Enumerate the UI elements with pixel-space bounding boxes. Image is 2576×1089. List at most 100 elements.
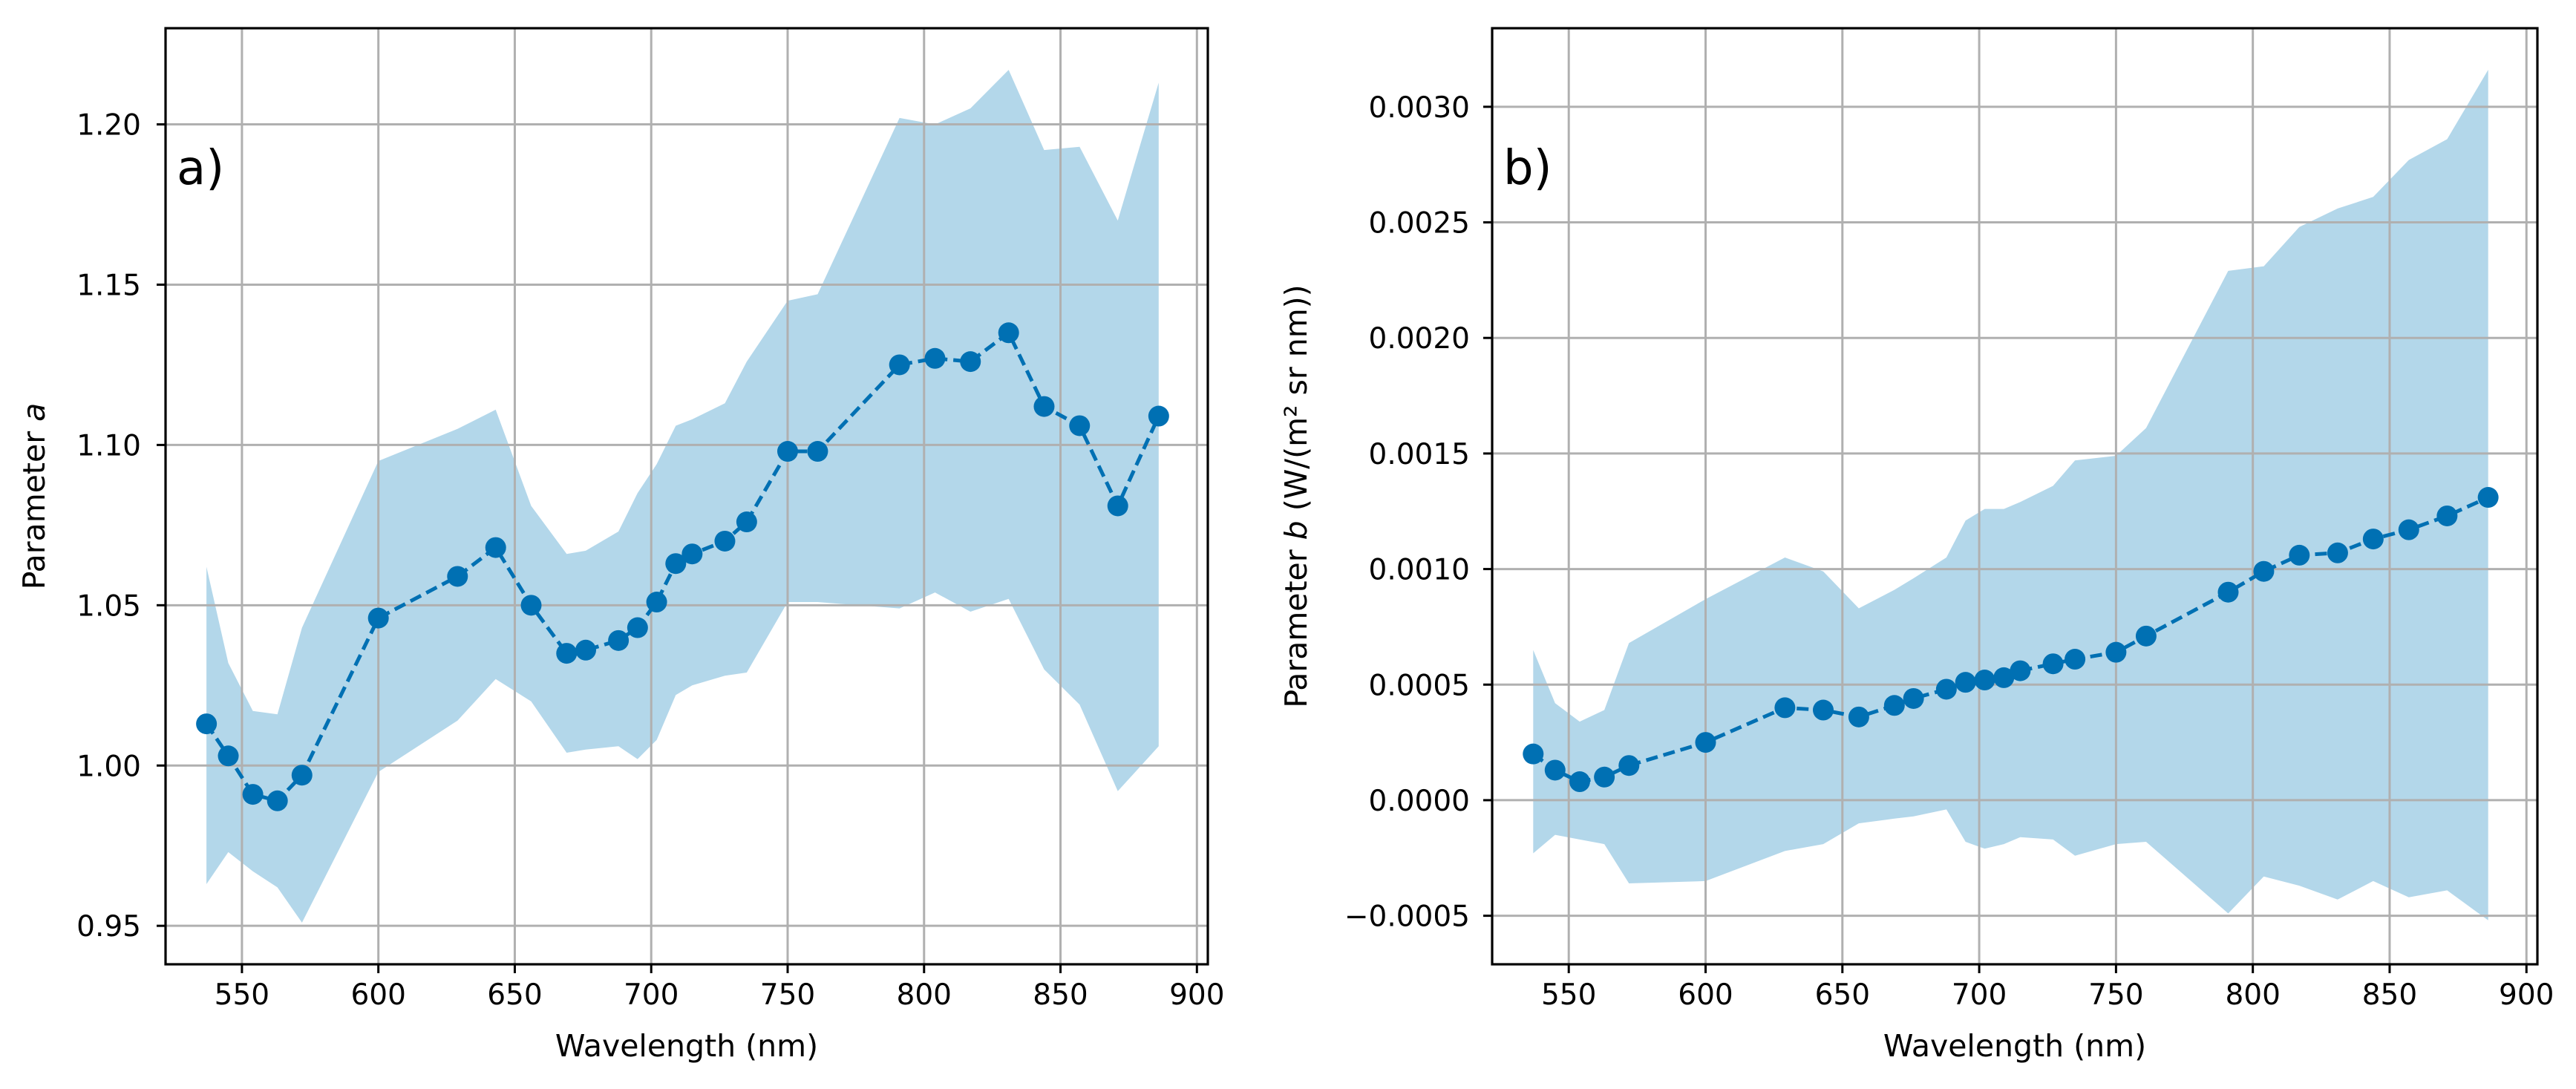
data-point-b-20 xyxy=(2217,581,2239,603)
data-point-a-26 xyxy=(1107,495,1128,517)
y-tick-label: 0.95 xyxy=(76,910,141,944)
data-point-a-11 xyxy=(608,629,630,651)
y-tick-label: 1.15 xyxy=(76,269,141,302)
data-point-b-14 xyxy=(1993,667,2015,688)
x-tick-label: 750 xyxy=(760,978,815,1012)
data-point-b-15 xyxy=(2010,660,2031,681)
x-tick-label: 550 xyxy=(1541,978,1596,1012)
panel-label-a: a) xyxy=(177,141,224,196)
data-point-b-12 xyxy=(1955,672,1976,693)
y-tick-label: 0.0015 xyxy=(1369,438,1470,471)
data-point-b-27 xyxy=(2477,487,2499,508)
y-tick-label: 0.0020 xyxy=(1369,322,1470,356)
data-point-b-5 xyxy=(1695,732,1716,753)
data-point-b-23 xyxy=(2327,542,2348,563)
data-point-a-3 xyxy=(267,790,288,811)
data-point-b-26 xyxy=(2436,505,2458,526)
data-point-a-24 xyxy=(1033,396,1055,417)
data-point-a-7 xyxy=(485,537,506,558)
x-tick-label: 850 xyxy=(2362,978,2417,1012)
data-point-a-17 xyxy=(736,511,757,533)
axes-frame-b xyxy=(1491,27,2539,966)
data-point-b-0 xyxy=(1523,743,1544,765)
data-point-b-22 xyxy=(2289,544,2310,566)
panel-a: 550 600 650 700 750 800 850 900 0.95 1.00 1.05 1.10… xyxy=(16,27,1225,1064)
panel-label-b: b) xyxy=(1503,141,1552,196)
data-point-b-11 xyxy=(1935,678,1957,700)
y-axis-label-a: Parameter a xyxy=(16,403,52,589)
data-point-b-9 xyxy=(1883,695,1905,716)
data-point-a-18 xyxy=(777,441,798,462)
x-tick-label: 700 xyxy=(624,978,679,1012)
data-point-a-10 xyxy=(575,639,597,661)
y-tick-label: 1.20 xyxy=(76,109,141,143)
x-tick-label: 550 xyxy=(215,978,269,1012)
y-tick-label: 1.05 xyxy=(76,589,141,623)
data-point-a-14 xyxy=(665,553,687,575)
panel-b: 550 600 650 700 750 800 850 900 −0.0005 0.0000 0.0… xyxy=(1278,27,2554,1064)
data-point-a-0 xyxy=(196,713,218,735)
data-point-b-19 xyxy=(2135,625,2157,647)
data-point-a-6 xyxy=(447,566,468,587)
data-point-a-4 xyxy=(291,765,313,786)
uncertainty-band-b xyxy=(1533,70,2488,920)
y-axis-label-b: Parameter b (W/(m² sr nm)) xyxy=(1278,284,1314,707)
data-point-a-21 xyxy=(924,347,946,369)
y-tick-label: 0.0005 xyxy=(1369,669,1470,702)
data-point-a-5 xyxy=(367,607,389,629)
data-point-a-1 xyxy=(218,745,239,767)
data-point-a-2 xyxy=(242,784,264,805)
data-point-a-16 xyxy=(714,530,736,552)
x-tick-label: 800 xyxy=(2225,978,2280,1012)
y-tick-label: 1.10 xyxy=(76,429,141,462)
data-point-b-1 xyxy=(1544,759,1566,781)
data-point-b-21 xyxy=(2253,560,2275,582)
y-tick-label: 0.0010 xyxy=(1369,554,1470,587)
data-point-b-2 xyxy=(1569,771,1590,793)
data-point-b-6 xyxy=(1774,697,1796,719)
data-point-a-20 xyxy=(889,354,910,376)
x-axis-label-a: Wavelength (nm) xyxy=(555,1028,818,1064)
data-point-a-15 xyxy=(681,543,703,565)
data-point-b-13 xyxy=(1974,670,1995,691)
x-tick-label: 700 xyxy=(1952,978,2007,1012)
data-point-b-24 xyxy=(2362,529,2384,550)
y-tick-label: 0.0025 xyxy=(1369,207,1470,241)
data-point-a-27 xyxy=(1148,405,1169,427)
x-tick-label: 850 xyxy=(1033,978,1088,1012)
x-tick-label: 900 xyxy=(1169,978,1224,1012)
x-tick-label: 600 xyxy=(1678,978,1733,1012)
data-point-a-12 xyxy=(627,617,648,638)
data-point-a-9 xyxy=(556,643,578,664)
axes-frame-a xyxy=(164,27,1209,966)
data-point-b-17 xyxy=(2065,649,2086,670)
y-tick-label: −0.0005 xyxy=(1344,900,1470,934)
data-point-b-8 xyxy=(1848,706,1869,727)
data-point-a-25 xyxy=(1069,415,1091,436)
x-tick-label: 650 xyxy=(1815,978,1870,1012)
x-tick-label: 650 xyxy=(487,978,542,1012)
y-tick-label: 0.0030 xyxy=(1369,91,1470,125)
data-point-b-25 xyxy=(2398,519,2419,540)
data-point-a-19 xyxy=(807,441,828,462)
data-point-b-16 xyxy=(2042,653,2064,675)
data-point-b-10 xyxy=(1903,687,1924,709)
x-tick-label: 750 xyxy=(2088,978,2143,1012)
x-tick-label: 800 xyxy=(897,978,952,1012)
data-point-b-4 xyxy=(1618,755,1640,776)
y-tick-label: 1.00 xyxy=(76,750,141,783)
data-point-a-23 xyxy=(998,322,1019,344)
data-point-b-7 xyxy=(1812,699,1834,721)
series-line-a xyxy=(205,330,1161,803)
x-tick-label: 600 xyxy=(350,978,405,1012)
data-point-b-3 xyxy=(1594,766,1615,788)
x-axis-label-b: Wavelength (nm) xyxy=(1883,1028,2146,1064)
data-point-a-22 xyxy=(960,351,981,373)
uncertainty-band-a xyxy=(206,70,1159,923)
y-tick-label: 0.0000 xyxy=(1369,785,1470,818)
data-point-a-8 xyxy=(520,595,542,616)
data-point-a-13 xyxy=(646,592,667,613)
x-tick-label: 900 xyxy=(2499,978,2554,1012)
data-point-b-18 xyxy=(2105,641,2127,663)
